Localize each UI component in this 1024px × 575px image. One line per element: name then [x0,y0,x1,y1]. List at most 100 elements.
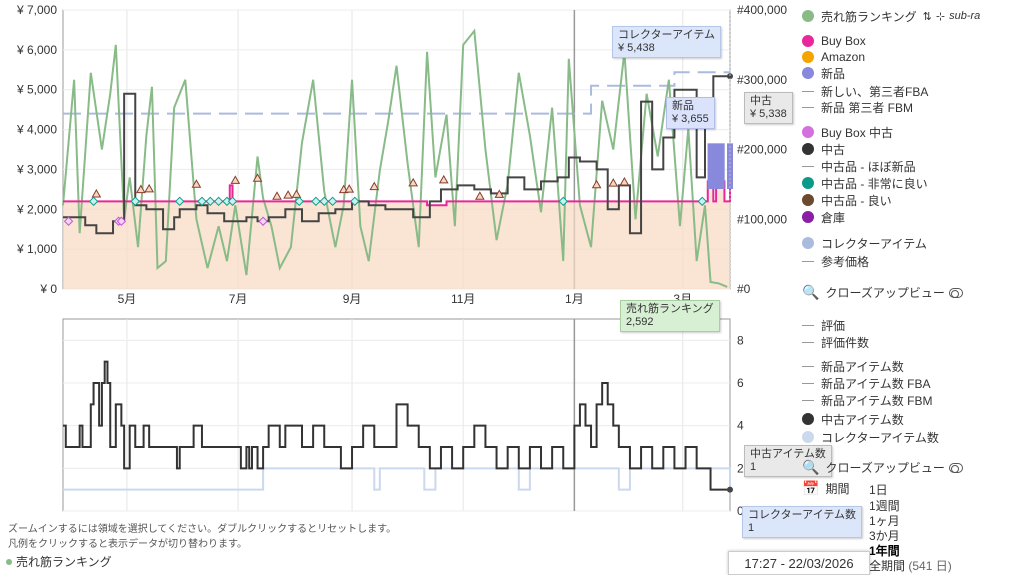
triangle-marker [252,173,263,182]
y-left-tick-label: ¥ 3,000 [16,162,57,176]
series-used-line [63,75,730,235]
legend-dot-icon [802,237,814,249]
bottom-legend-sales-rank[interactable]: 売れ筋ランキング [6,553,112,570]
y-left-tick-label: ¥ 2,000 [16,202,57,216]
legend-dot-icon [802,431,814,443]
y-counts-tick-label: 2 [737,461,744,475]
legend-item-8[interactable]: 中古品 - ほぼ新品 [802,158,916,174]
toggle-icon [948,462,963,473]
diamond-teal-marker [327,196,338,207]
legend-dash-icon [802,382,814,384]
legend-dash-icon [802,165,814,167]
legend2-item-5[interactable]: 中古アイテム数 [802,411,904,427]
series-new-bar [707,143,714,189]
triangle-marker [144,183,155,193]
range-option-1w[interactable]: 1週間 [869,499,900,513]
legend-item-10[interactable]: 中古品 - 良い [802,192,892,208]
triangle-marker [344,184,355,193]
legend-item-5[interactable]: 新品 第三者 FBM [802,99,913,115]
search-icon: 🔍 [802,284,820,300]
legend-item-12[interactable]: コレクターアイテム [802,235,927,251]
legend-dot-icon [6,558,12,565]
triangle-marker [283,190,293,199]
legend-dot-icon [802,35,814,47]
diamond-teal-marker [213,196,224,207]
y-left-tick-label: ¥ 1,000 [16,242,57,256]
legend-item-9[interactable]: 中古品 - 非常に良い [802,175,928,191]
legend-item-4[interactable]: 新しい、第三者FBA [802,83,928,99]
y-right-tick-label: #300,000 [737,73,787,87]
hover-dot-used [727,73,733,80]
x-tick-label: 5月 [118,292,137,306]
legend-dot-icon [802,177,814,189]
triangle-marker [191,179,202,188]
diamond-purple-marker [63,216,74,226]
price-history-chart[interactable]: 5月 7月 9月 11月 1月 3月¥ 0¥ 1,000¥ 2,000¥ 3,000¥ 4… [0,0,800,574]
range-option-1m[interactable]: 1ヶ月 [869,514,900,528]
range-option-1y[interactable]: 1年間 [869,544,900,558]
legend-dot-icon [802,143,814,155]
range-option-all[interactable]: 全期間 (541 日) [869,559,952,573]
tooltip-rank: 売れ筋ランキング 2,592 [620,300,720,332]
legend-dot-icon [802,67,814,79]
legend-item-2[interactable]: Amazon [802,49,865,65]
diamond-purple-marker [116,216,127,226]
y-counts-tick-label: 4 [737,419,744,433]
search-icon: 🔍 [802,459,820,475]
legend2-item-4[interactable]: 新品アイテム数 FBM [802,392,932,408]
y-counts-tick-label: 0 [737,504,744,518]
diamond-teal-marker [197,196,207,207]
range-option-1d[interactable]: 1日 [869,483,888,497]
tooltip-new: 新品 ¥ 3,655 [666,97,715,129]
sort-icon[interactable]: ⇅ [922,10,932,23]
triangle-marker [291,189,302,198]
closeup-view-toggle-2[interactable]: 🔍 クローズアップビュー [802,459,963,476]
timestamp: 17:27 - 22/03/2026 [728,551,870,575]
y-right-tick-label: #0 [737,282,751,296]
tooltip-used-count: 中古アイテム数 1 [744,445,832,477]
legend-item-3[interactable]: 新品 [802,65,845,81]
triangle-marker [408,177,419,187]
legend-item-1[interactable]: Buy Box [802,33,866,49]
legend-item-11[interactable]: 倉庫 [802,209,845,225]
range-option-3m[interactable]: 3か月 [869,529,900,543]
y-right-tick-label: #200,000 [737,143,787,157]
legend-dot-icon [802,51,814,63]
y-right-tick-label: #400,000 [737,3,787,17]
zoom-hint: ズームインするには領域を選択してください。ダブルクリックするとリセットします。 [8,524,397,535]
hierarchy-icon[interactable]: ⊹ [935,10,946,23]
legend-item-7[interactable]: 中古 [802,141,845,157]
legend-item-sales-rank[interactable]: 売れ筋ランキング ⇅ ⊹ sub-ra [802,8,980,24]
x-tick-label: 1月 [565,292,584,306]
y-left-tick-label: ¥ 4,000 [16,123,57,137]
series-used-count-line [63,360,730,491]
triangle-marker [475,191,485,200]
diamond-teal-marker [294,196,304,207]
legend2-item-2[interactable]: 新品アイテム数 [802,358,904,374]
diamond-teal-marker [88,196,99,207]
legend2-item-3[interactable]: 新品アイテム数 FBA [802,375,930,391]
legend-dot-icon [802,10,814,22]
range-title: 📅 期間 [802,480,850,496]
legend2-item-6[interactable]: コレクターアイテム数 [802,429,939,445]
y-right-tick-label: #100,000 [737,212,787,226]
diamond-teal-marker [311,196,321,207]
x-tick-label: 7月 [229,292,248,306]
y-left-tick-label: ¥ 7,000 [16,3,57,17]
x-tick-label: 9月 [343,292,362,306]
tooltip-collector: コレクターアイテム ¥ 5,438 [612,26,722,58]
y-counts-tick-label: 8 [737,333,744,347]
legend-dash-icon [802,365,814,367]
series-collector-count-line [63,467,731,491]
series-collector-line [63,71,730,115]
legend2-item-1[interactable]: 評価件数 [802,334,869,350]
legend2-item-0[interactable]: 評価 [802,317,845,333]
legend-dash-icon [802,260,814,262]
closeup-view-toggle[interactable]: 🔍 クローズアップビュー [802,284,963,301]
diamond-teal-marker [175,196,185,207]
legend-item-13[interactable]: 参考価格 [802,253,869,269]
legend-item-6[interactable]: Buy Box 中古 [802,124,893,140]
tooltip-used: 中古 ¥ 5,338 [744,92,793,124]
series-new-bar [713,143,720,189]
triangle-marker [438,174,449,184]
